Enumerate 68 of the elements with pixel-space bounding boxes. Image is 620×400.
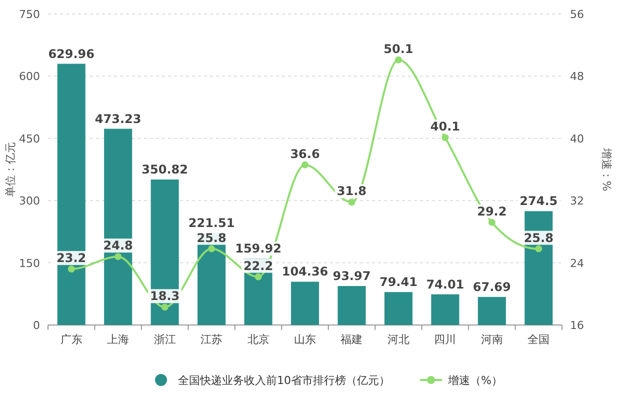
bar [338,286,366,325]
point [254,273,262,280]
x-tick-label: 河北 [387,333,410,346]
data-label: 25.8 [196,230,226,245]
point [535,245,542,252]
y-tick-label: 600 [19,70,40,84]
point [488,218,496,226]
y-tick-label: 300 [19,194,40,208]
data-label: 23.2 [56,251,86,266]
legend-label: 全国快递业务收入前10省市排行榜（亿元） [178,374,390,387]
y2-tick-label: 32 [570,194,584,208]
x-tick-label: 山东 [294,333,316,346]
y2-tick-label: 40 [570,132,584,146]
data-label: 104.36 [282,264,328,279]
bar [57,64,86,325]
y2-axis-title: 增速：% [600,146,613,192]
data-label: 93.97 [332,269,371,284]
x-tick-label: 福建 [340,333,363,346]
x-tick-label: 河南 [480,333,503,346]
bar [478,296,506,325]
data-label: 50.1 [384,42,414,56]
bar [431,294,460,325]
bar [384,292,412,325]
x-tick-label: 广东 [60,333,82,346]
x-tick-label: 浙江 [154,333,176,346]
data-label: 36.6 [290,146,320,161]
data-label: 25.8 [524,230,554,245]
point [394,56,402,64]
y-tick-label: 750 [19,8,40,21]
x-tick-label: 北京 [247,333,270,346]
point [302,161,308,168]
y2-tick-label: 48 [570,70,584,84]
legend-label: 增速（%） [447,374,502,387]
bar [150,180,179,325]
data-label: 22.2 [243,258,274,273]
point [348,198,356,206]
data-label: 274.5 [520,194,558,208]
point [442,134,449,142]
x-tick-label: 全国 [528,333,550,346]
data-label: 29.2 [477,204,507,218]
data-label: 31.8 [336,184,367,198]
y-tick-label: 0 [33,319,40,332]
x-tick-label: 四川 [434,333,456,346]
point [161,304,168,311]
data-label: 24.8 [103,238,133,253]
x-tick-label: 江苏 [200,333,223,346]
data-label: 629.96 [48,46,95,61]
y-tick-label: 150 [19,256,40,270]
y2-tick-label: 16 [570,319,584,332]
data-label: 40.1 [430,120,460,134]
data-label: 74.01 [426,277,464,292]
y-tick-label: 450 [19,132,40,146]
data-label: 221.51 [188,216,235,230]
bar [290,282,320,325]
data-label: 159.92 [235,242,282,256]
data-label: 67.69 [472,280,511,294]
point [114,253,122,260]
y2-tick-label: 24 [570,256,584,270]
point [68,266,75,273]
data-label: 473.23 [94,112,142,126]
bar [104,128,132,325]
data-label: 350.82 [142,162,188,177]
y-axis-title: 单位：亿元 [4,142,17,197]
data-label: 18.3 [150,289,180,304]
data-label: 79.41 [379,275,418,290]
y2-tick-label: 56 [570,8,584,21]
x-tick-label: 上海 [107,333,130,346]
point [208,245,216,252]
